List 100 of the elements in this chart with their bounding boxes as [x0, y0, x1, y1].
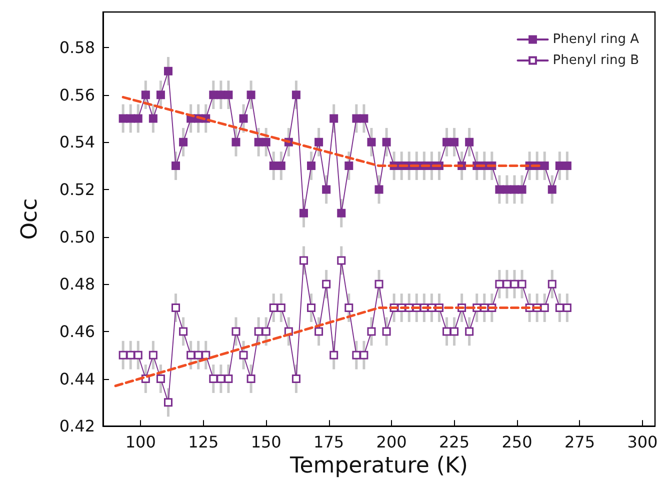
point [352, 114, 361, 123]
point [367, 138, 376, 146]
point [216, 374, 226, 384]
point [126, 350, 135, 360]
point [314, 138, 324, 146]
point [156, 90, 165, 100]
point [299, 208, 308, 218]
legend-label: Phenyl ring B [552, 53, 640, 68]
point [307, 304, 316, 312]
x-tick-label: 125 [188, 432, 219, 452]
point [374, 280, 384, 288]
point [495, 185, 504, 194]
point [141, 90, 150, 100]
y-tick-label: 0.42 [59, 416, 95, 436]
point [352, 350, 361, 360]
point [276, 162, 286, 170]
point [179, 327, 188, 336]
x-tick-label: 250 [502, 432, 532, 452]
point [442, 138, 451, 146]
point [510, 280, 519, 288]
y-tick-label: 0.54 [59, 132, 95, 152]
y-tick-label: 0.50 [59, 227, 95, 246]
x-tick-label: 225 [439, 432, 470, 452]
point [179, 138, 188, 146]
point [254, 327, 263, 336]
point [172, 162, 180, 170]
point [164, 66, 172, 76]
point [330, 114, 338, 123]
x-tick-label: 175 [314, 432, 344, 452]
point [224, 90, 233, 100]
point [209, 374, 218, 384]
point [330, 350, 338, 360]
point [292, 90, 300, 100]
x-tick-label: 275 [564, 432, 595, 452]
point [495, 280, 504, 288]
point [562, 162, 572, 170]
point [194, 350, 203, 360]
point [382, 327, 391, 336]
point [360, 114, 368, 123]
x-tick-label: 200 [376, 432, 407, 452]
point [299, 256, 308, 265]
point [276, 304, 286, 312]
y-tick-label: 0.44 [59, 369, 95, 388]
point [134, 114, 142, 123]
point [314, 327, 324, 336]
point [239, 114, 248, 123]
x-tick-label: 300 [627, 432, 658, 452]
point [502, 185, 512, 194]
point [562, 304, 572, 312]
point [322, 185, 331, 194]
y-tick-label: 0.46 [59, 322, 95, 341]
point [510, 185, 519, 194]
point [118, 114, 128, 123]
point [246, 374, 256, 384]
y-tick-label: 0.56 [59, 85, 95, 104]
point [344, 162, 354, 170]
point [548, 280, 556, 288]
point [216, 90, 226, 100]
point [322, 280, 331, 288]
point [262, 327, 270, 336]
point [540, 304, 549, 312]
point [232, 138, 240, 146]
point [254, 138, 263, 146]
y-tick-label: 0.58 [59, 38, 95, 57]
point [209, 90, 218, 100]
point [548, 185, 556, 194]
point [134, 350, 142, 360]
x-tick-label: 150 [250, 432, 282, 452]
point [540, 162, 549, 170]
point [239, 350, 248, 360]
legend-label: Phenyl ring A [552, 32, 640, 47]
point [307, 162, 316, 170]
x-tick-label: 100 [125, 432, 156, 452]
point [337, 208, 346, 218]
point [374, 185, 384, 194]
y-tick-label: 0.52 [59, 180, 95, 199]
point [269, 304, 278, 312]
y-axis-title: Occ [18, 198, 42, 240]
point [382, 138, 391, 146]
point [148, 114, 158, 123]
point [367, 327, 376, 336]
point [555, 304, 564, 312]
point [186, 350, 196, 360]
x-axis-title: Temperature (K) [289, 454, 468, 478]
point [172, 304, 180, 312]
point [555, 162, 564, 170]
point [292, 374, 300, 384]
point [224, 374, 233, 384]
y-tick-label: 0.48 [59, 274, 95, 294]
point [202, 350, 210, 360]
point [126, 114, 135, 123]
point [360, 350, 368, 360]
point [465, 138, 474, 146]
point [118, 350, 128, 360]
point [502, 280, 512, 288]
point [156, 374, 165, 384]
point [164, 398, 172, 407]
point [450, 327, 459, 336]
point [337, 256, 346, 265]
point [148, 350, 158, 360]
